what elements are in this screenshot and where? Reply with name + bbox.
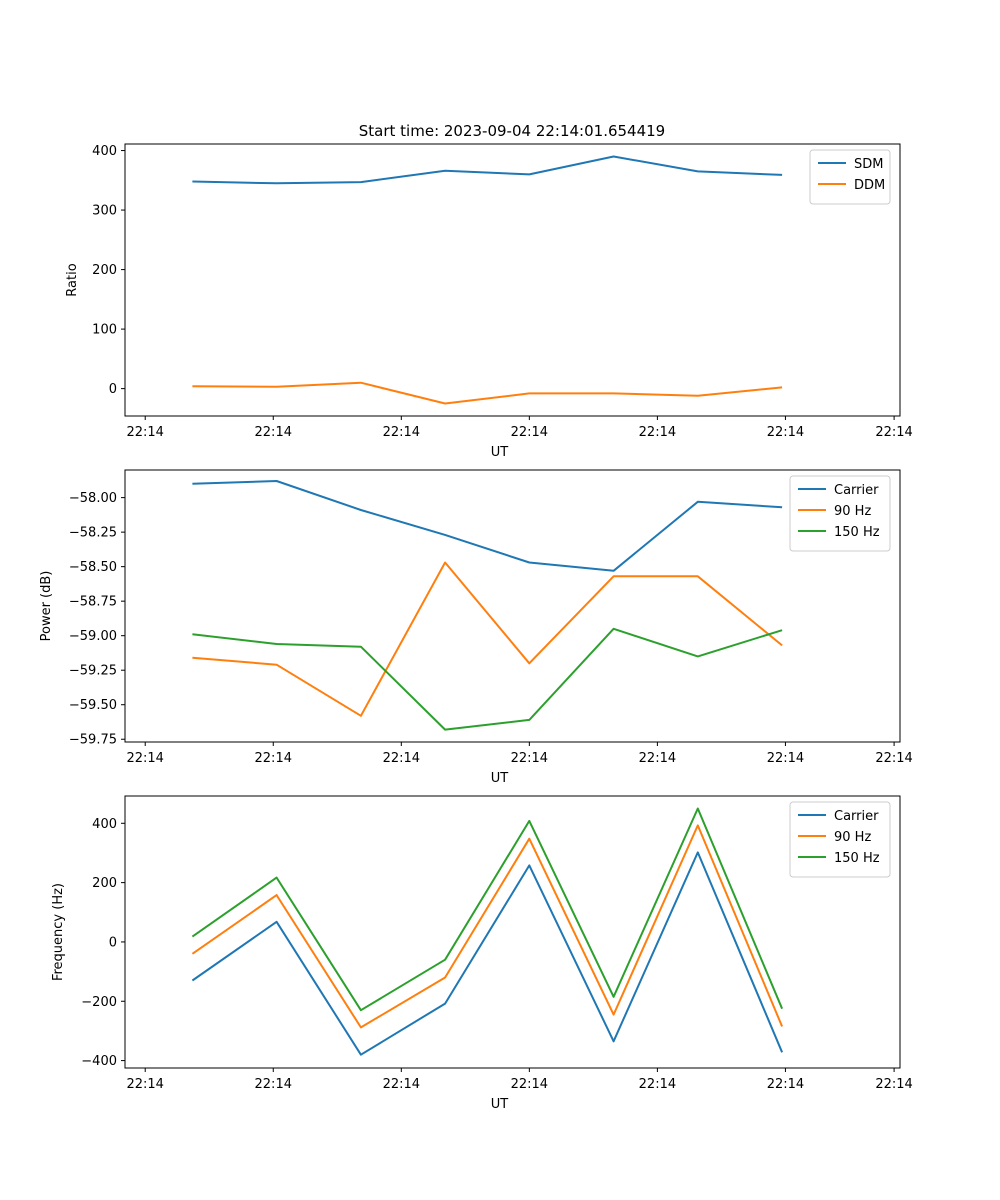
plot-area-frame — [124, 469, 901, 743]
y-tick-label: −58.00 — [69, 491, 117, 506]
x-tick-label: 22:14 — [639, 425, 676, 440]
y-tick-label: 400 — [92, 817, 117, 832]
chart-panel-1: 22:14 22:14 22:14 22:14 22:14 22:14 22:14 0 100 2… — [65, 143, 913, 460]
y-tick-label: 0 — [109, 382, 117, 397]
x-tick-label: 22:14 — [767, 751, 804, 766]
y-tick-label: −59.25 — [69, 664, 117, 679]
legend-entry: Carrier — [834, 483, 879, 498]
legend-entry: 150 Hz — [834, 851, 880, 866]
chart-panels: 22:14 22:14 22:14 22:14 22:14 22:14 22:14 0 100 2… — [39, 143, 913, 1112]
x-tick-label: 22:14 — [383, 751, 420, 766]
series-line-sdm — [192, 155, 783, 185]
y-tick-label: 200 — [92, 876, 117, 891]
plot-area-frame — [124, 795, 901, 1069]
legend-box — [789, 475, 891, 552]
chart-panel-2: 22:14 22:14 22:14 22:14 22:14 22:14 22:14 −58.0… — [39, 469, 913, 786]
y-tick-label: −58.75 — [69, 595, 117, 610]
x-axis-label: UT — [491, 445, 509, 460]
x-tick-label: 22:14 — [767, 425, 804, 440]
series-line-carrier — [191, 851, 784, 1056]
legend-entry: Carrier — [834, 809, 879, 824]
x-tick-label: 22:14 — [511, 1077, 548, 1092]
y-tick-label: −59.50 — [69, 698, 117, 713]
y-tick-label: −58.25 — [69, 526, 117, 541]
y-tick-label: 0 — [109, 935, 117, 950]
plot-area-frame — [124, 143, 901, 417]
x-tick-label: 22:14 — [126, 1077, 163, 1092]
x-tick-label: 22:14 — [255, 1077, 292, 1092]
legend: Carrier 90 Hz 150 Hz — [789, 801, 891, 878]
x-tick-label: 22:14 — [255, 751, 292, 766]
legend-entry: 90 Hz — [834, 504, 871, 519]
y-tick-label: −59.00 — [69, 629, 117, 644]
figure-title: Start time: 2023-09-04 22:14:01.654419 — [359, 122, 665, 140]
y-tick-label: −58.50 — [69, 560, 117, 575]
y-axis-label: Ratio — [65, 263, 80, 296]
series-line-150-hz — [191, 807, 784, 1012]
y-axis-label: Power (dB) — [39, 571, 54, 642]
y-tick-label: −200 — [81, 995, 117, 1010]
series-line-carrier — [192, 480, 783, 572]
x-axis-label: UT — [491, 1097, 509, 1112]
x-tick-label: 22:14 — [511, 751, 548, 766]
y-tick-label: 300 — [92, 204, 117, 219]
y-tick-label: −59.75 — [69, 733, 117, 748]
x-tick-label: 22:14 — [255, 425, 292, 440]
legend-entry: DDM — [854, 178, 885, 193]
y-tick-label: 400 — [92, 144, 117, 159]
x-tick-label: 22:14 — [126, 751, 163, 766]
y-tick-label: −400 — [81, 1054, 117, 1069]
x-tick-label: 22:14 — [875, 1077, 912, 1092]
chart-panel-3: 22:14 22:14 22:14 22:14 22:14 22:14 22:14 −400 −… — [51, 795, 913, 1112]
legend-entry: SDM — [854, 157, 883, 172]
legend: Carrier 90 Hz 150 Hz — [789, 475, 891, 552]
x-tick-label: 22:14 — [767, 1077, 804, 1092]
legend-entry: 90 Hz — [834, 830, 871, 845]
x-tick-label: 22:14 — [639, 1077, 676, 1092]
x-tick-label: 22:14 — [126, 425, 163, 440]
x-tick-label: 22:14 — [383, 1077, 420, 1092]
legend: SDM DDM — [809, 149, 891, 205]
x-axis-label: UT — [491, 771, 509, 786]
y-axis-label: Frequency (Hz) — [51, 883, 66, 981]
y-tick-label: 200 — [92, 263, 117, 278]
x-tick-label: 22:14 — [875, 751, 912, 766]
series-line-90-hz — [191, 824, 784, 1029]
series-line-ddm — [192, 381, 783, 405]
x-tick-label: 22:14 — [639, 751, 676, 766]
series-line-90-hz — [192, 561, 783, 717]
x-tick-label: 22:14 — [511, 425, 548, 440]
y-tick-label: 100 — [92, 323, 117, 338]
legend-box — [789, 801, 891, 878]
series-line-150-hz — [192, 627, 783, 731]
x-tick-label: 22:14 — [383, 425, 420, 440]
legend-entry: 150 Hz — [834, 525, 880, 540]
x-tick-label: 22:14 — [875, 425, 912, 440]
